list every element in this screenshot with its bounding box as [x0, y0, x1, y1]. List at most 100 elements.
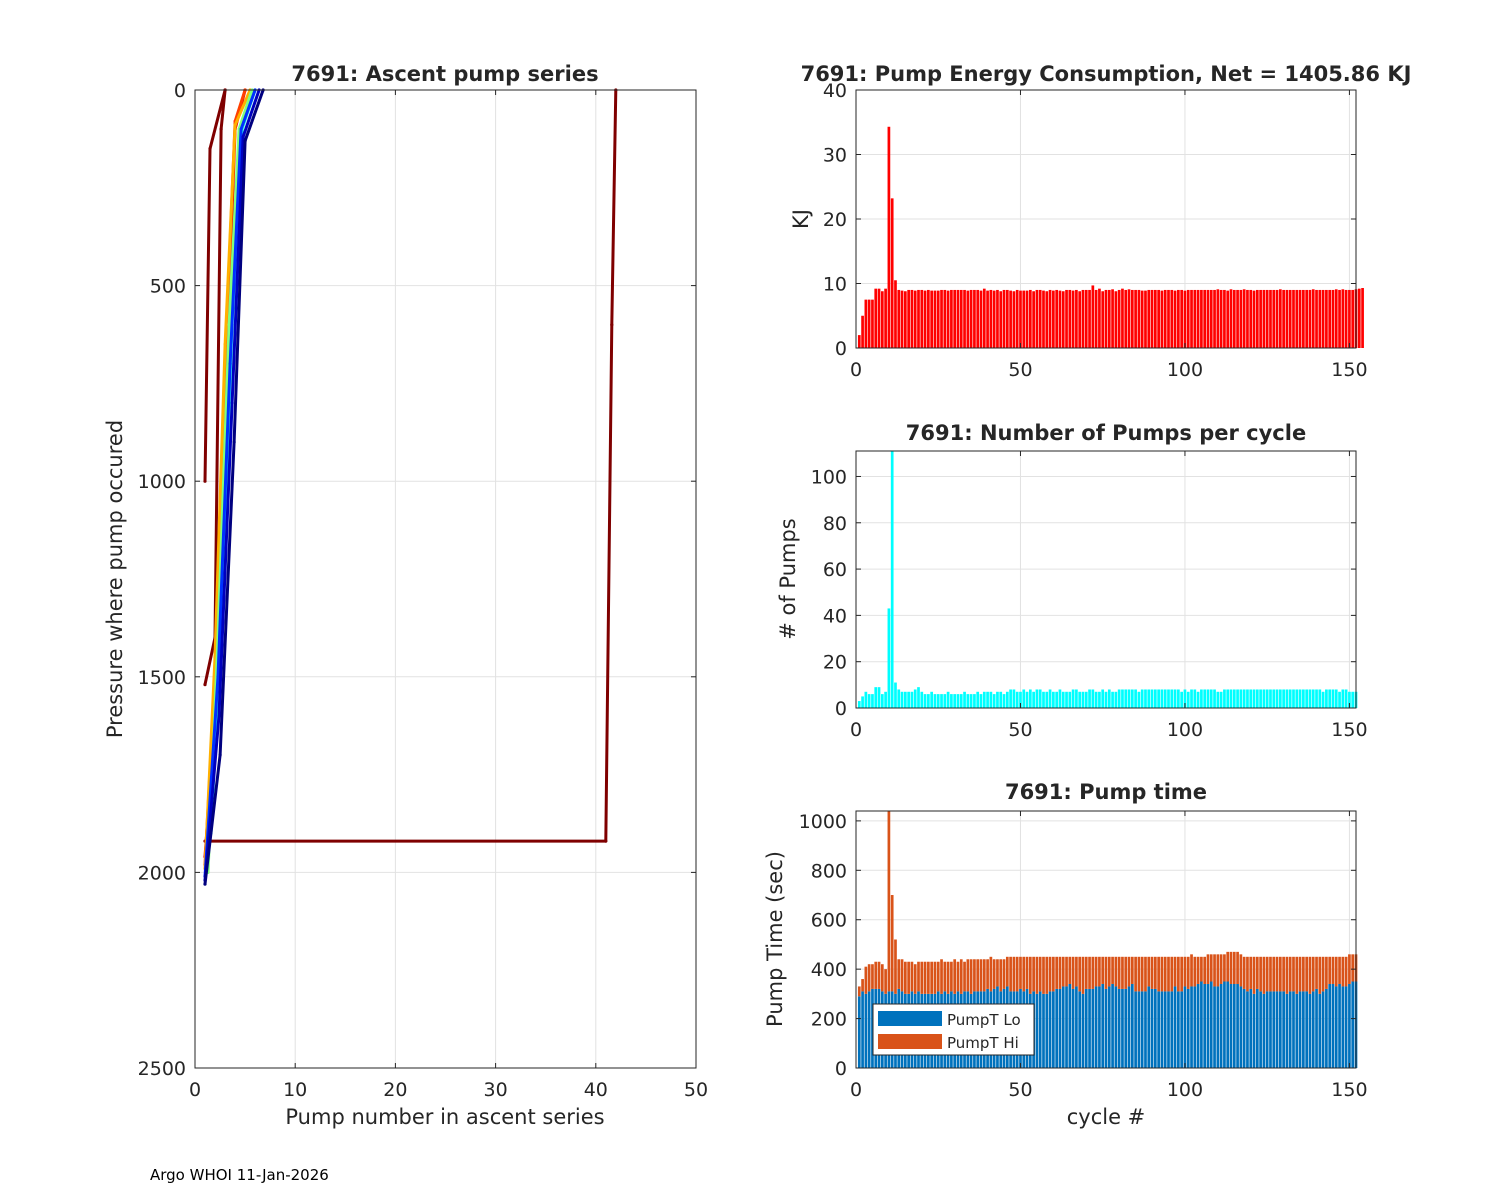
pumps-bar [910, 691, 914, 708]
ascent-point [239, 127, 243, 131]
pumps-bar [1084, 691, 1088, 708]
pumps-bar [963, 691, 966, 708]
energy-bar [917, 289, 920, 348]
pumptime-bar-lo [1196, 983, 1200, 1068]
pumptime-bar-hi [1292, 956, 1295, 992]
pumps-bar [1068, 691, 1072, 708]
energy-bar [1308, 289, 1312, 348]
pumps-bar [1246, 689, 1249, 708]
energy-bar [1203, 289, 1207, 348]
pumptime-bar-hi [1025, 956, 1029, 989]
energy-bar [1338, 289, 1341, 348]
pumps-bar [1262, 689, 1266, 708]
pumptime-bar-lo [1190, 986, 1193, 1068]
pumps-bar [1252, 689, 1256, 708]
pumptime-bar-hi [936, 961, 940, 992]
pumptime-bar-hi [1272, 956, 1276, 992]
energy-bar [996, 289, 999, 348]
pumps-bar [1028, 689, 1032, 708]
pumps-bar [982, 691, 986, 708]
pumps-bar [1278, 689, 1282, 708]
energy-bar [1101, 291, 1105, 348]
pumps-bar [894, 682, 897, 708]
y-tick-label: 10 [823, 274, 847, 296]
pumptime-bar-hi [1206, 954, 1210, 984]
pumps-bar [950, 694, 953, 708]
pumptime-bar-hi [1331, 956, 1335, 984]
pumptime-bar-lo [1177, 991, 1180, 1068]
energy-bar [1239, 289, 1243, 348]
pumptime-bar-hi [1344, 956, 1348, 987]
pumps-bar [1091, 689, 1095, 708]
pumptime-bar-hi [1002, 959, 1006, 989]
pumps-bar [1226, 689, 1230, 708]
pumptime-bar-lo [1262, 993, 1266, 1068]
pumptime-bar-lo [1338, 983, 1341, 1068]
pumptime-bar-hi [1144, 956, 1147, 992]
pumptime-bar-hi [1170, 956, 1174, 992]
pumptime-bar-hi [1005, 956, 1009, 987]
pumptime-bar-hi [1180, 956, 1184, 992]
pumps-bar [1331, 689, 1335, 708]
pumptime-bar-lo [1098, 986, 1101, 1068]
energy-bar [1048, 289, 1052, 348]
pumptime-bar-hi [1334, 956, 1338, 987]
pumptime-bar-lo [871, 988, 874, 1068]
energy-bar [1288, 289, 1292, 348]
pumptime-bar-hi [1012, 956, 1016, 992]
energy-bar [1009, 290, 1012, 348]
energy-bar [1121, 288, 1124, 348]
pumps-bar [1167, 689, 1170, 708]
pumps-bar [1351, 691, 1355, 708]
pumptime-bar-lo [1344, 986, 1348, 1068]
energy-bar [1255, 289, 1259, 348]
energy-bar [1167, 289, 1170, 348]
pumptime-bar-lo [1088, 988, 1091, 1068]
pumptime-bar-hi [982, 959, 986, 992]
pumptime-bar-hi [1302, 956, 1305, 992]
pumps-bar [887, 608, 891, 708]
pumptime-bar-lo [1206, 983, 1210, 1068]
pumptime-bar-hi [1094, 956, 1098, 987]
x-tick-label: 50 [1008, 1079, 1032, 1101]
pumptime-bar-lo [1075, 986, 1078, 1068]
energy-bar [913, 290, 917, 348]
pumps-bar [900, 691, 904, 708]
energy-bar [1130, 289, 1134, 348]
pumptime-bar-hi [946, 961, 950, 994]
pumptime-bar-lo [1170, 991, 1174, 1068]
pumptime-bar-hi [1262, 956, 1266, 994]
pumptime-bar-lo [1038, 991, 1042, 1068]
pumptime-bar-hi [903, 961, 907, 994]
pumps-bar [1190, 689, 1193, 708]
ascent-point [610, 323, 614, 327]
pumps-bar [1019, 691, 1022, 708]
energy-bar [1111, 289, 1114, 348]
energy-bar [1315, 289, 1318, 348]
energy-bar [982, 288, 986, 348]
pumptime-bar-hi [1167, 956, 1170, 992]
pumps-bar [1203, 689, 1207, 708]
pumps-bar [933, 694, 937, 708]
pumptime-bar-hi [1173, 956, 1177, 987]
x-tick-label: 150 [1331, 1079, 1367, 1101]
pumps-bar [864, 691, 868, 708]
pumptime-bar-lo [1167, 991, 1170, 1068]
energy-bar [943, 289, 947, 348]
pumptime-bar-hi [1124, 956, 1128, 989]
x-tick-label: 30 [484, 1079, 508, 1101]
pumptime-bar-lo [1153, 988, 1157, 1068]
pumptime-bar-lo [1144, 991, 1147, 1068]
energy-bar [1321, 289, 1325, 348]
pumps-bar [1223, 689, 1226, 708]
pumps-bar [959, 694, 963, 708]
pumps-bar [999, 691, 1003, 708]
pumptime-bar-hi [966, 959, 970, 992]
pumptime-bar-hi [1015, 956, 1019, 992]
pumps-bar [1216, 691, 1220, 708]
energy-bar [1061, 291, 1065, 348]
energy-bar [959, 289, 963, 348]
energy-bar [887, 126, 891, 349]
energy-bar [1295, 289, 1299, 348]
pumps-bar [917, 687, 920, 708]
